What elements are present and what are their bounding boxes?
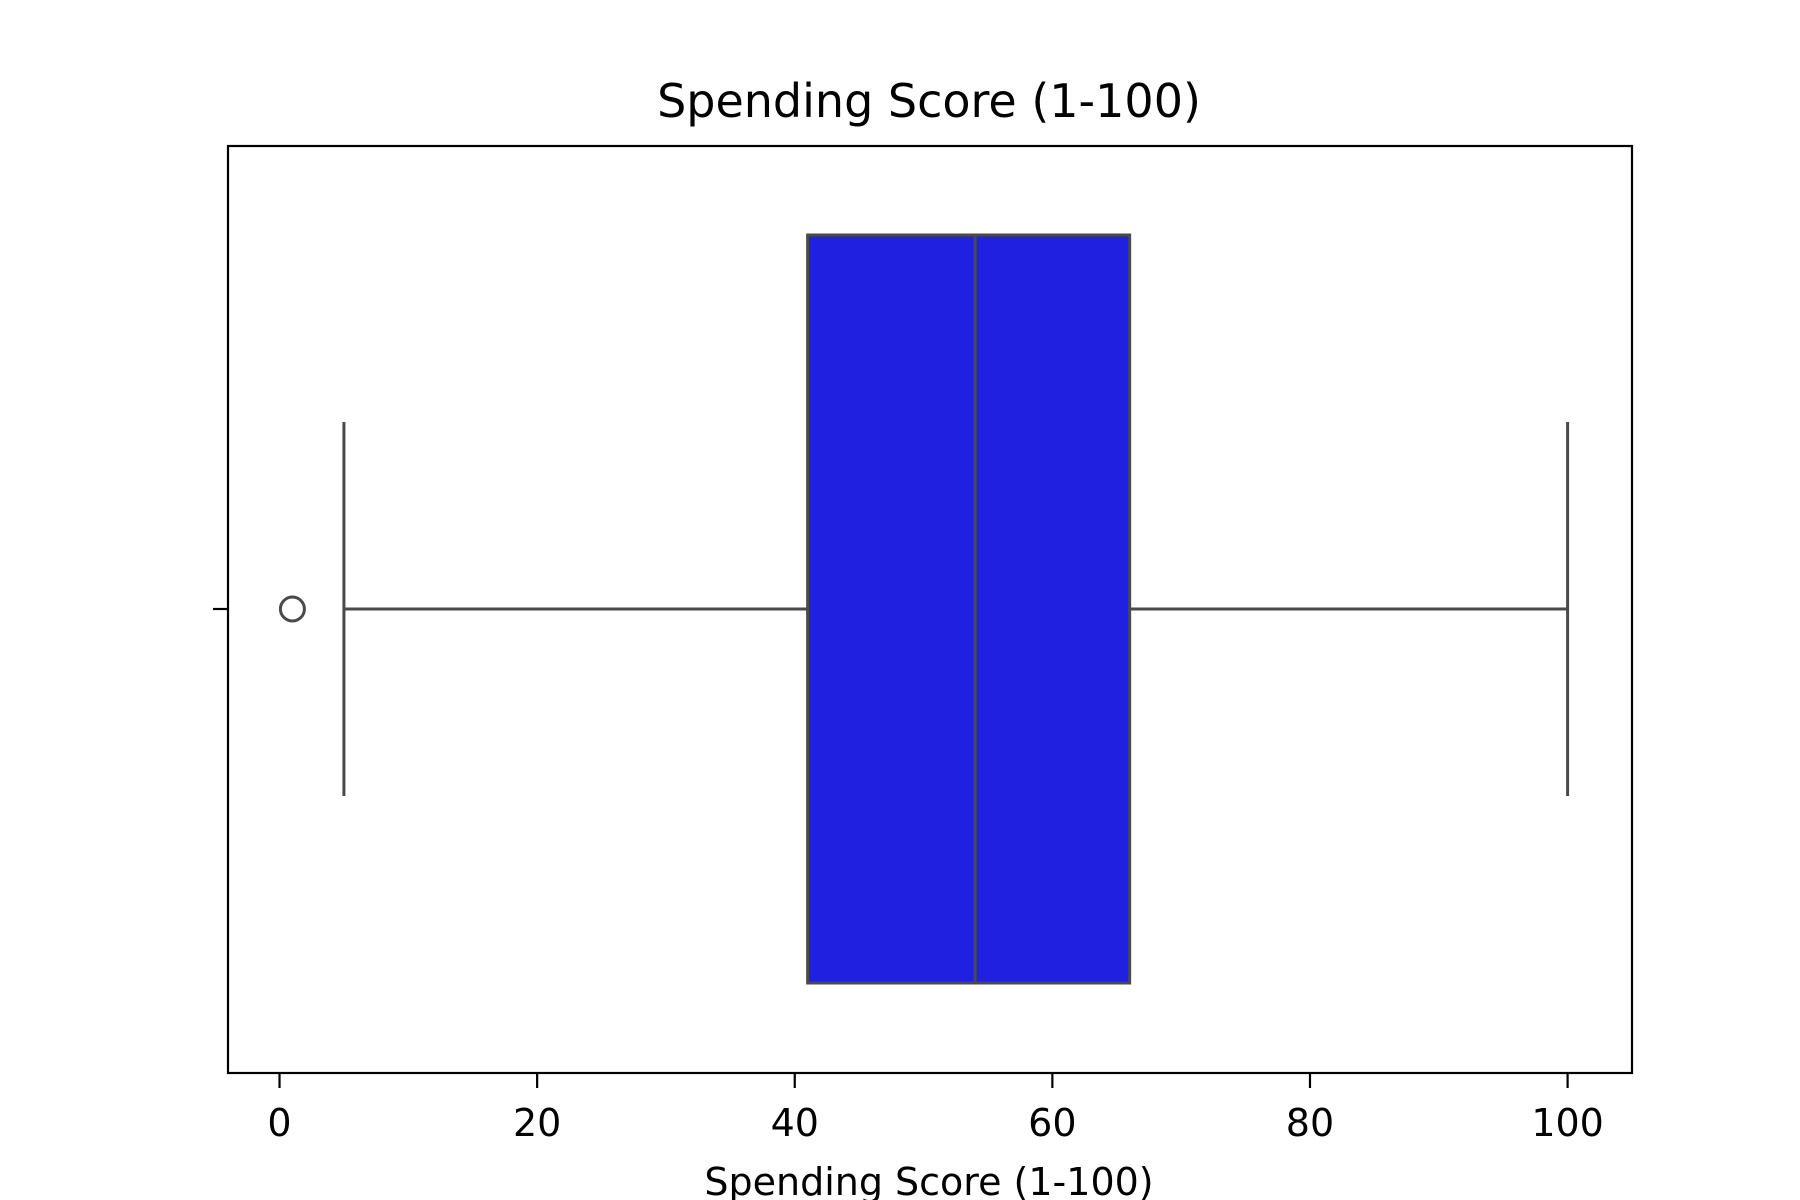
box-plot [278, 233, 1570, 985]
x-tick-label: 20 [513, 1101, 561, 1145]
x-tick-label: 40 [771, 1101, 819, 1145]
chart-title: Spending Score (1-100) [657, 74, 1201, 128]
x-tick-label: 0 [267, 1101, 291, 1145]
x-tick-label: 60 [1028, 1101, 1076, 1145]
interquartile-box [806, 233, 1132, 985]
x-axis: 0 20 40 60 80 100 [267, 1073, 1604, 1145]
x-axis-title: Spending Score (1-100) [704, 1160, 1153, 1200]
outlier-point [278, 595, 306, 623]
x-tick-label: 100 [1531, 1101, 1604, 1145]
x-tick-label: 80 [1286, 1101, 1334, 1145]
